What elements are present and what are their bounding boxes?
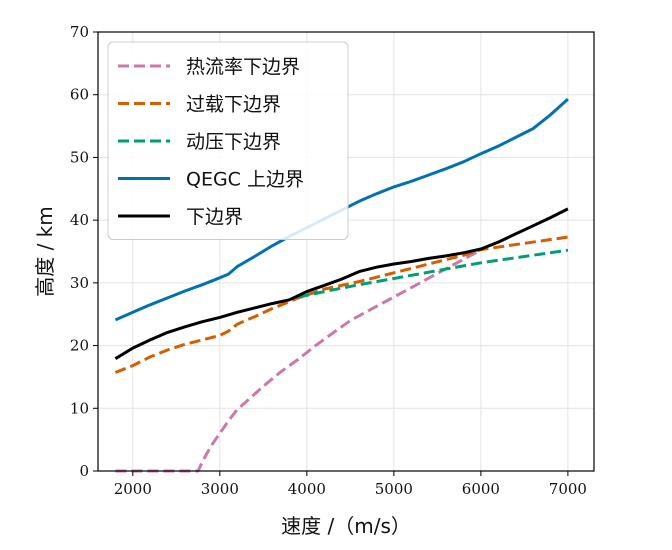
plot-frame <box>97 31 595 472</box>
x-tick-label: 5000 <box>375 480 413 498</box>
y-tick-label: 10 <box>70 399 89 417</box>
y-tick-label: 40 <box>70 211 89 229</box>
y-tick-label: 50 <box>70 148 89 166</box>
x-tick-label: 6000 <box>462 480 500 498</box>
axis-ticks: 2000 3000 4000 5000 6000 7000 0 10 20 30 40 50 60 70 <box>70 23 587 498</box>
x-tick-label: 7000 <box>549 480 587 498</box>
x-tick-label: 2000 <box>114 480 152 498</box>
series-line-5 <box>114 207 569 360</box>
y-tick-label: 20 <box>70 337 89 355</box>
legend-label-3: 动压下边界 <box>186 131 281 153</box>
y-tick-label: 70 <box>70 23 89 41</box>
series-line-3 <box>297 248 569 299</box>
y-axis-label: 高度 / km <box>33 206 57 297</box>
legend-box <box>107 41 349 240</box>
series-line-2 <box>114 235 569 374</box>
y-tick-label: 0 <box>79 462 89 480</box>
x-axis-label: 速度 /（m/s） <box>281 514 411 538</box>
series-line-1 <box>115 248 482 473</box>
legend-label-2: 过载下边界 <box>186 94 281 116</box>
legend-label-1: 热流率下边界 <box>186 56 300 78</box>
y-tick-label: 60 <box>70 86 89 104</box>
y-tick-label: 30 <box>70 274 89 292</box>
legend-label-5: 下边界 <box>186 206 243 228</box>
legend-label-4: QEGC 上边界 <box>186 169 304 191</box>
x-tick-label: 4000 <box>288 480 326 498</box>
x-tick-label: 3000 <box>201 480 239 498</box>
